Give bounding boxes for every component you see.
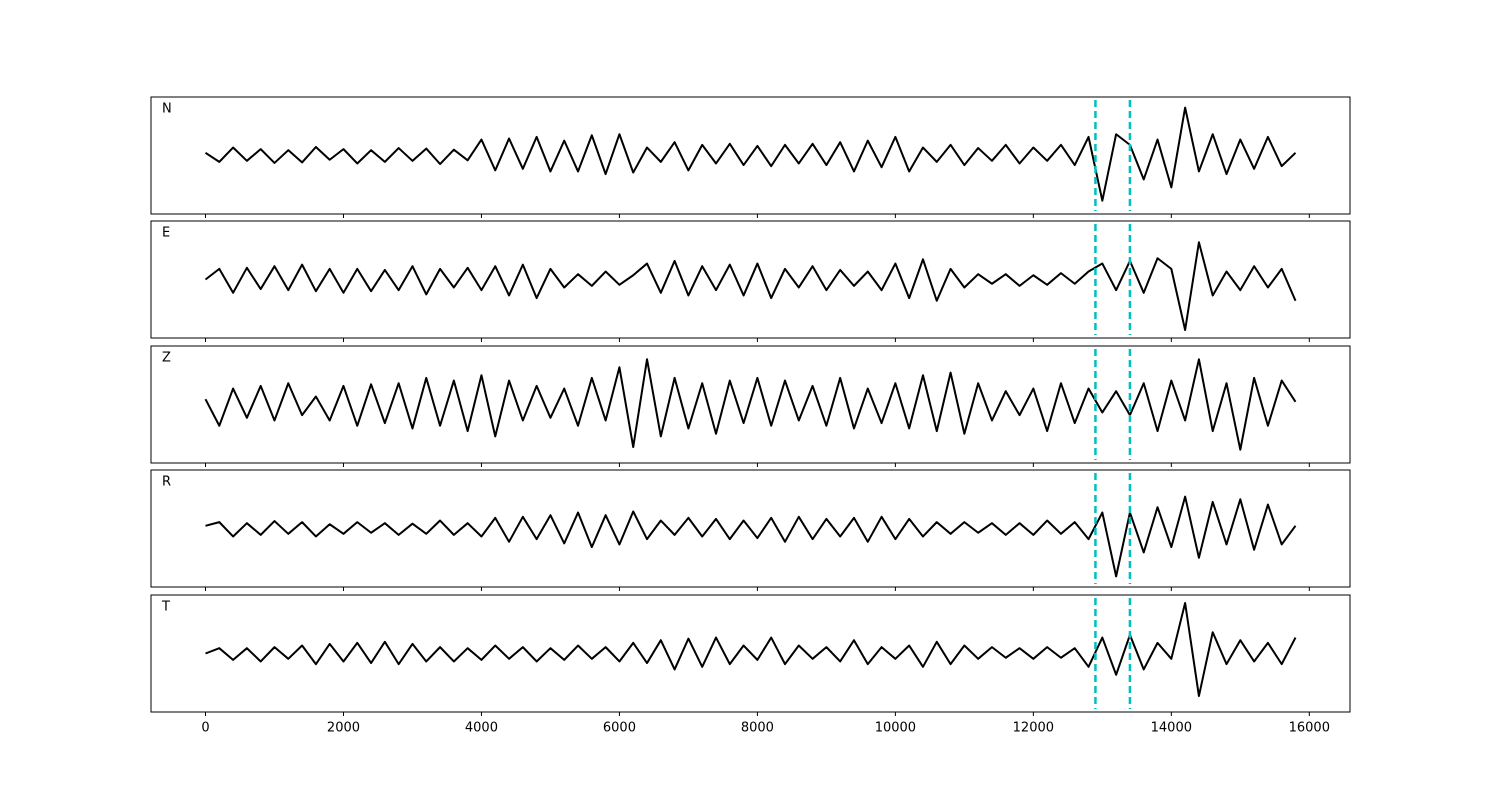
x-tick-label: 10000	[875, 721, 916, 736]
panel-label: N	[162, 102, 172, 117]
x-tick-label: 12000	[1013, 721, 1054, 736]
trace	[205, 601, 1297, 698]
panel-label: Z	[162, 351, 171, 366]
trace	[204, 106, 1297, 202]
trace	[205, 495, 1297, 578]
x-tick-label: 2000	[327, 721, 360, 736]
panel-label: R	[162, 475, 171, 490]
x-tick-label: 14000	[1151, 721, 1192, 736]
x-tick-label: 16000	[1289, 721, 1330, 736]
panel-label: E	[162, 226, 170, 241]
x-tick-label: 0	[201, 721, 209, 736]
trace	[204, 358, 1297, 451]
x-tick-label: 8000	[741, 721, 774, 736]
panel-frame	[150, 345, 1351, 464]
x-tick-label: 4000	[465, 721, 498, 736]
panel-label: T	[161, 600, 170, 615]
trace	[204, 241, 1297, 332]
x-tick-label: 6000	[603, 721, 636, 736]
